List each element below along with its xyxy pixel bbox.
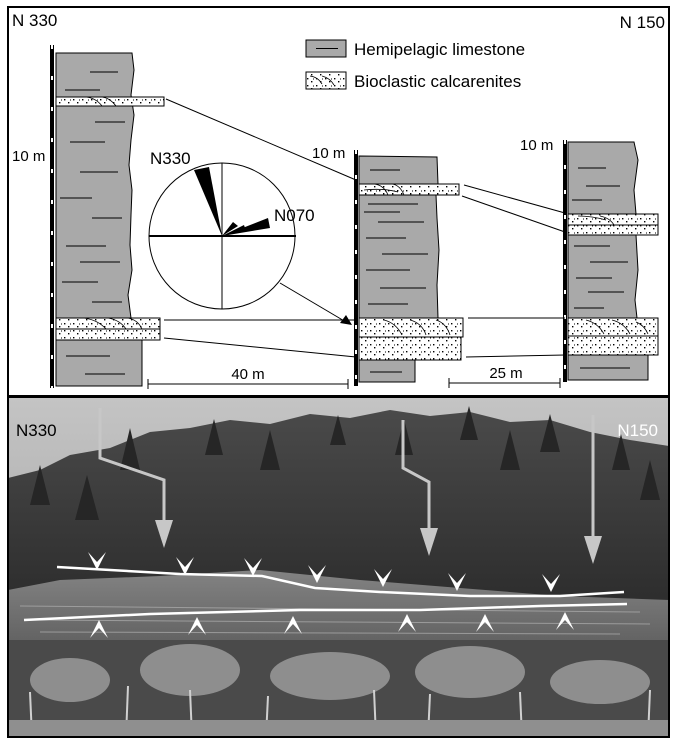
distance-scale-25m xyxy=(448,378,561,388)
rose-label-n330: N330 xyxy=(150,149,191,168)
photo-label-right: N150 xyxy=(617,421,658,440)
rose-label-n070: N070 xyxy=(274,206,315,225)
legend: Hemipelagic limestone Bioclastic calcare… xyxy=(305,39,525,91)
corner-label-right: N 150 xyxy=(620,13,665,32)
chevrons-lower xyxy=(90,612,574,638)
legend-label-limestone: Hemipelagic limestone xyxy=(354,40,525,59)
section-column-left xyxy=(50,45,165,388)
correlation-lines xyxy=(163,98,566,358)
corner-label-left: N 330 xyxy=(12,11,57,30)
distance-label-40m: 40 m xyxy=(231,366,264,383)
rose-petal-n330 xyxy=(194,167,222,236)
legend-swatch-calcarenite xyxy=(305,71,347,90)
section-column-middle xyxy=(354,150,464,386)
photo-arrow-left xyxy=(98,408,173,548)
chevrons-upper xyxy=(88,552,560,592)
rose-diagram: N330 N070 xyxy=(148,149,352,325)
section-column-right xyxy=(563,140,659,382)
scale-label-middle: 10 m xyxy=(312,145,345,162)
legend-label-calcarenite: Bioclastic calcarenites xyxy=(354,72,521,91)
photo-arrow-right xyxy=(584,415,602,564)
outcrop-photo: N330 N150 xyxy=(7,396,670,738)
bed-trace-lower xyxy=(23,602,628,622)
stratigraphic-panel: N 330 N 150 Hemipelagic limestone Biocla… xyxy=(7,6,670,397)
photo-label-left: N330 xyxy=(16,421,57,440)
scale-label-right: 10 m xyxy=(520,137,553,154)
bed-trace-upper xyxy=(56,565,625,598)
scale-label-left: 10 m xyxy=(12,148,45,165)
distance-scale-40m xyxy=(147,379,349,389)
photo-arrow-middle xyxy=(401,420,438,556)
distance-label-25m: 25 m xyxy=(489,365,522,382)
